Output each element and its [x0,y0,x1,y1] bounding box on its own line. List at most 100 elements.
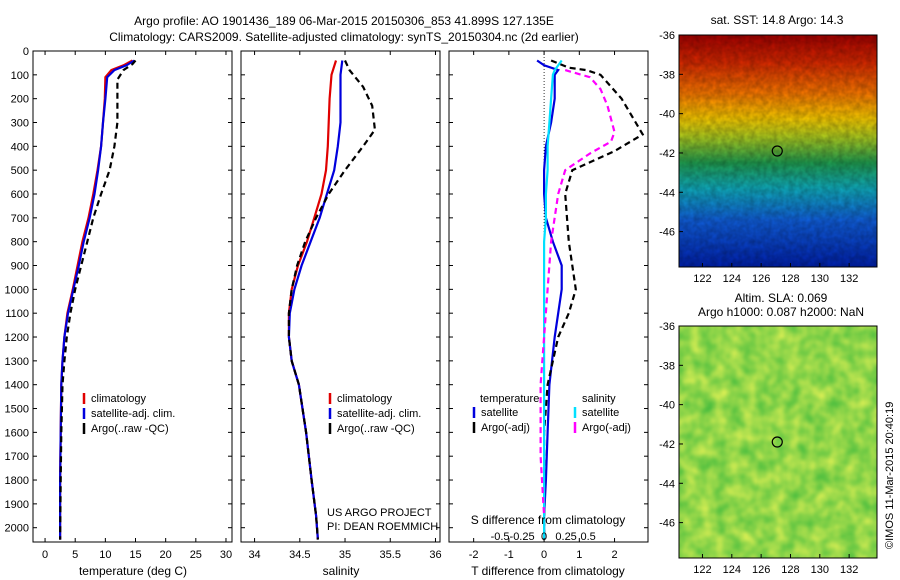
y-tick-label: 200 [11,94,29,106]
sla-map-title-2: Argo h1000: 0.087 h2000: NaN [698,305,864,319]
y-tick-label: 1100 [5,308,29,320]
series-line-differences-1 [542,59,645,540]
legend-label-argo: Argo(..raw -QC) [91,423,169,435]
y-tick-label: 1300 [5,356,29,368]
map-x-tick-label: 122 [693,273,711,285]
legend-label-s-argo: Argo(-adj) [582,422,631,434]
difference-series [536,51,645,542]
salinity-panel-frame [240,50,441,543]
sst-map-title: sat. SST: 14.8 Argo: 14.3 [711,13,844,27]
temperature-panel-frame [32,50,233,543]
y-tick-label: 1800 [5,475,29,487]
series-line-differences-0 [536,59,563,540]
x-tick-label: 15 [129,549,141,561]
x-tick-label: 20 [160,549,172,561]
x-tick-label: 34 [248,549,260,561]
s-tick-label: 0 [541,531,547,543]
sst-map-texture [679,35,877,267]
series-line-salinity-0 [287,60,338,540]
map-axes-ticks: 122 124 126 128 130 132 -36 -38 -40 -42 -44 -46 122 1… [659,30,858,576]
map-y-tick-label: -42 [659,148,675,160]
x-tick-label: 35 [339,549,351,561]
y-tick-label: 1000 [5,284,29,296]
argo-position-marker [771,145,783,157]
series-line-differences-3 [539,69,616,516]
y-tick-label: 100 [11,70,29,82]
map-x-tick-label: 132 [840,564,858,576]
s-tick-label: 0.25 [555,531,576,543]
map-x-tick-label: 128 [781,273,799,285]
salinity-legend: climatology satellite-adj. clim. Argo(..… [327,393,438,533]
axes-ticks: 0 5 10 15 20 25 300100200300400500600700800900… [5,46,648,561]
x-tick-label: 10 [99,549,111,561]
legend-label-s-satellite: satellite [582,407,619,419]
legend-label-t-argo: Argo(-adj) [481,422,530,434]
salinity-series [287,60,377,540]
legend-label-satellite: satellite-adj. clim. [91,408,175,420]
temperature-xlabel: temperature (deg C) [79,564,187,578]
x-tick-label: 36 [429,549,441,561]
sla-map-title-1: Altim. SLA: 0.069 [735,291,828,305]
sst-map-frame [678,34,878,268]
x-tick-label: 25 [190,549,202,561]
map-y-tick-label: -44 [659,478,675,490]
annotation-project: US ARGO PROJECT [327,507,432,519]
difference-xlabel: T difference from climatology [471,564,625,578]
sla-map-frame [678,325,878,559]
legend-title-temperature: temperature [480,393,539,405]
x-tick-label: 35.5 [380,549,401,561]
map-y-tick-label: -46 [659,518,675,530]
s-tick-label: -0.25 [510,531,535,543]
temperature-legend: climatology satellite-adj. clim. Argo(..… [82,393,175,435]
legend-label-t-satellite: satellite [481,407,518,419]
y-tick-label: 0 [23,46,29,58]
legend-title-salinity: salinity [582,393,616,405]
sla-map [678,325,878,559]
map-x-tick-label: 122 [693,564,711,576]
map-y-tick-label: -42 [659,439,675,451]
sst-map [678,34,878,268]
legend-label-argo: Argo(..raw -QC) [337,423,415,435]
y-tick-label: 400 [11,141,29,153]
x-tick-label: 34.5 [289,549,310,561]
x-tick-label: 2 [611,549,617,561]
imos-credit: ©IMOS 11-Mar-2015 20:40:19 [884,402,896,549]
map-x-tick-label: 124 [723,564,741,576]
series-line-salinity-2 [287,60,377,540]
map-y-tick-label: -46 [659,227,675,239]
map-y-tick-label: -44 [659,187,675,199]
x-tick-label: 30 [220,549,232,561]
x-tick-label: -1 [504,549,514,561]
map-x-tick-label: 128 [781,564,799,576]
y-tick-label: 500 [11,165,29,177]
y-tick-label: 300 [11,118,29,130]
y-tick-label: 1200 [5,332,29,344]
y-tick-label: 1700 [5,451,29,463]
map-x-tick-label: 130 [811,564,829,576]
series-line-salinity-1 [287,60,344,540]
title-line-2: Climatology: CARS2009. Satellite-adjuste… [109,30,579,44]
map-x-tick-label: 124 [723,273,741,285]
s-tick-label: 0.5 [580,531,595,543]
map-x-tick-label: 132 [840,273,858,285]
salinity-xlabel: salinity [323,564,360,578]
x-tick-label: 1 [576,549,582,561]
map-y-tick-label: -40 [659,400,675,412]
argo-position-marker [771,436,783,448]
y-tick-label: 2000 [5,523,29,535]
x-tick-label: 5 [72,549,78,561]
y-tick-label: 1400 [5,380,29,392]
annotation-pi: PI: DEAN ROEMMICH [327,521,438,533]
y-tick-label: 800 [11,237,29,249]
series-line-temperature-1 [58,59,135,540]
y-tick-label: 600 [11,189,29,201]
y-tick-label: 900 [11,261,29,273]
series-line-differences-2 [542,59,563,540]
y-tick-label: 1500 [5,404,29,416]
temperature-series [58,59,137,540]
difference-top-label: S difference from climatology [471,513,626,527]
difference-legend: temperature satellite Argo(-adj) salinit… [472,393,631,434]
s-tick-label: -0.5 [491,531,510,543]
map-y-tick-label: -38 [659,360,675,372]
map-y-tick-label: -36 [659,30,675,42]
